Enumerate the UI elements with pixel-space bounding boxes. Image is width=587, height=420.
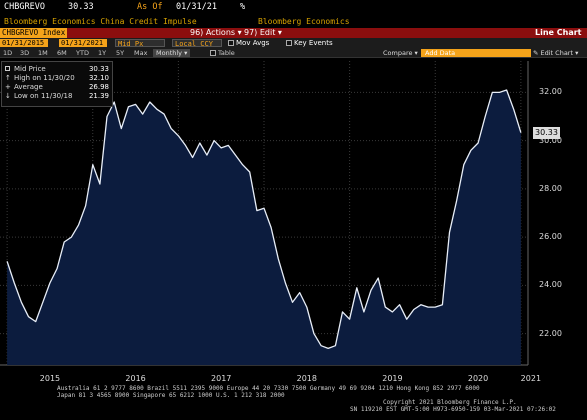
compare-menu[interactable]: Compare ▾ [383, 49, 418, 57]
period-3d[interactable]: 3D [20, 49, 30, 57]
legend-high-label: High on 11/30/20 [14, 74, 75, 82]
frequency-select[interactable]: Monthly ▾ [153, 49, 191, 57]
y-tick-label: 32.00 [539, 87, 562, 97]
end-date-field[interactable]: 01/31/2021 [59, 39, 107, 47]
x-tick-label: 2016 [125, 374, 146, 383]
footer-contacts-line2: Japan 81 3 4565 8900 Singapore 65 6212 1… [57, 392, 285, 399]
period-toolbar: 1D 3D 1M 6M YTD 1Y 5Y Max Monthly ▾ Tabl… [0, 48, 587, 58]
period-max[interactable]: Max [134, 49, 148, 57]
action-bar: CHBGREVO Index 96) Actions ▾ 97) Edit ▾ … [0, 28, 587, 38]
period-1m[interactable]: 1M [38, 49, 48, 57]
low-arrow-icon: ↓ [5, 92, 11, 100]
security-description: Bloomberg Economics China Credit Impulse [4, 17, 197, 26]
y-tick-label: 22.00 [539, 328, 562, 338]
x-tick-label: 2018 [296, 374, 317, 383]
period-ytd[interactable]: YTD [76, 49, 89, 57]
key-events-label: Key Events [294, 39, 333, 47]
mov-avgs-label: Mov Avgs [236, 39, 270, 47]
period-6m[interactable]: 6M [57, 49, 67, 57]
view-title: Line Chart [535, 28, 582, 37]
data-source: Bloomberg Economics [258, 17, 350, 26]
pencil-icon: ✎ [533, 49, 541, 57]
legend-panel[interactable]: Mid Price 30.33 ↑ High on 11/30/20 32.10… [1, 61, 113, 107]
add-data-field[interactable]: Add Data [421, 49, 531, 57]
edit-chart-label: Edit Chart ▾ [540, 49, 579, 57]
y-tick-label: 28.00 [539, 183, 562, 193]
footer: Australia 61 2 9777 8600 Brazil 5511 239… [0, 384, 587, 420]
legend-series-value: 30.33 [88, 65, 109, 73]
price-chart[interactable] [0, 59, 587, 370]
legend-average-label: Average [14, 83, 43, 91]
checkbox-icon[interactable] [286, 40, 292, 46]
series-toggle-icon[interactable] [5, 66, 10, 71]
average-icon: + [5, 83, 11, 91]
ticker[interactable]: CHBGREVO [4, 2, 45, 12]
footer-contacts-line1: Australia 61 2 9777 8600 Brazil 5511 239… [57, 385, 480, 392]
last-price: 30.33 [68, 2, 94, 12]
checkbox-icon[interactable] [228, 40, 234, 46]
footer-copyright: Copyright 2021 Bloomberg Finance L.P. [383, 399, 517, 406]
index-name[interactable]: CHBGREVO Index [0, 28, 68, 38]
last-value-label: 30.33 [533, 126, 560, 139]
description-bar: Bloomberg Economics China Credit Impulse… [0, 15, 587, 28]
percent-change: % [240, 2, 246, 12]
y-tick-label: 24.00 [539, 280, 562, 290]
mov-avgs-toggle[interactable]: Mov Avgs [228, 38, 269, 48]
edit-chart-menu[interactable]: ✎ Edit Chart ▾ [533, 49, 578, 57]
x-tick-label: 2019 [382, 374, 403, 383]
as-of-label: As Of [137, 2, 163, 12]
high-arrow-icon: ↑ [5, 74, 11, 82]
chart-series [6, 89, 522, 365]
table-label: Table [218, 49, 235, 57]
legend-high-value: 32.10 [88, 74, 109, 82]
range-controls: 01/31/2015 01/31/2021 Mid Px Local CCY M… [0, 38, 587, 48]
edit-menu[interactable]: 97) Edit ▾ [244, 28, 282, 37]
table-toggle[interactable]: Table [210, 48, 235, 58]
period-1y[interactable]: 1Y [98, 49, 107, 57]
series-line [6, 89, 522, 350]
period-5y[interactable]: 5Y [116, 49, 125, 57]
legend-low-label: Low on 11/30/18 [14, 92, 73, 100]
x-tick-label: 2020 [467, 374, 489, 383]
x-tick-label: 2017 [211, 374, 232, 383]
legend-average-value: 26.98 [88, 83, 109, 91]
security-header: CHBGREVO 30.33 As Of 01/31/21 % [0, 0, 587, 15]
field-select[interactable]: Mid Px [115, 39, 165, 48]
period-1d[interactable]: 1D [3, 49, 13, 57]
legend-series-label: Mid Price [14, 65, 46, 73]
series-area [7, 90, 521, 365]
actions-menu[interactable]: 96) Actions ▾ [190, 28, 242, 37]
y-tick-label: 26.00 [539, 232, 562, 242]
key-events-toggle[interactable]: Key Events [286, 38, 333, 48]
as-of-date: 01/31/21 [176, 2, 217, 12]
y-tick-label: 30.00 [539, 135, 562, 145]
currency-select[interactable]: Local CCY [172, 39, 222, 48]
start-date-field[interactable]: 01/31/2015 [0, 39, 48, 47]
x-tick-label: 2015 [39, 374, 61, 383]
x-tick-label: 2021 [520, 374, 542, 383]
table-icon [210, 50, 216, 56]
legend-low-value: 21.39 [88, 92, 109, 100]
footer-session: SN 119210 EST GMT-5:00 H973-6950-159 03-… [350, 406, 556, 413]
